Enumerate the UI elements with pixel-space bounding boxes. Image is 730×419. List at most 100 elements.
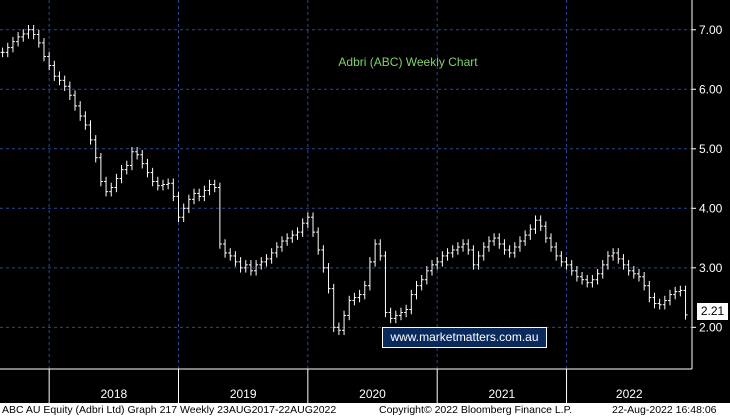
price-bar — [430, 260, 435, 276]
price-bar — [41, 38, 46, 62]
price-bar — [590, 274, 595, 288]
price-bar — [414, 280, 419, 300]
y-tick-label: 7.00 — [699, 23, 723, 37]
price-bar — [533, 215, 538, 234]
price-bar — [564, 257, 569, 270]
price-bar — [476, 251, 481, 270]
price-bar — [600, 260, 605, 279]
price-bar — [574, 266, 579, 282]
price-bar — [523, 230, 528, 246]
price-bar — [73, 90, 78, 111]
price-bar — [124, 160, 129, 175]
price-bar — [192, 188, 197, 205]
watermark-text: www.marketmatters.com.au — [390, 330, 539, 344]
price-bar — [647, 280, 652, 303]
price-bar — [290, 230, 295, 243]
price-bar — [176, 191, 181, 222]
price-bar — [171, 178, 176, 202]
price-bar — [186, 194, 191, 214]
price-bar — [181, 203, 186, 222]
price-bar — [140, 149, 145, 169]
price-bar — [419, 274, 424, 291]
price-bar — [642, 271, 647, 291]
price-bar — [461, 239, 466, 252]
y-tick-label: 5.00 — [699, 142, 723, 156]
price-bar — [212, 179, 217, 193]
price-bar — [393, 310, 398, 324]
price-bar — [336, 322, 341, 336]
price-bar — [362, 280, 367, 300]
price-bar — [621, 254, 626, 270]
price-bar — [517, 236, 522, 252]
price-bar — [57, 71, 62, 86]
price-bar — [543, 221, 548, 243]
price-bar — [445, 248, 450, 261]
price-bar — [481, 242, 486, 261]
price-bar — [450, 245, 455, 258]
price-bar — [217, 182, 222, 249]
price-bar — [135, 147, 140, 160]
price-bar — [254, 260, 259, 276]
price-bar — [238, 257, 243, 273]
y-tick-label: 4.00 — [699, 201, 723, 215]
price-bar — [228, 248, 233, 261]
price-bar — [88, 120, 93, 145]
price-bar — [512, 242, 517, 258]
price-bar — [342, 310, 347, 336]
price-bar — [223, 239, 228, 258]
x-tick-label: 2021 — [489, 387, 516, 401]
price-bar — [83, 111, 88, 130]
watermark-box: www.marketmatters.com.au — [382, 327, 547, 348]
price-bar — [36, 29, 41, 48]
price-bar — [549, 233, 554, 252]
price-bar — [569, 260, 574, 276]
price-bar — [367, 257, 372, 291]
price-bar — [383, 251, 388, 318]
price-bar — [662, 295, 667, 310]
footer-copyright: Copyright© 2022 Bloomberg Finance L.P. — [379, 404, 573, 416]
price-bar — [311, 212, 316, 237]
price-bar — [486, 236, 491, 252]
price-bar — [331, 283, 336, 333]
price-bar — [67, 81, 72, 100]
y-axis: 2.00 3.00 4.00 5.00 6.00 7.00 — [691, 0, 723, 369]
y-tick-label: 6.00 — [699, 82, 723, 96]
price-bar — [197, 188, 202, 202]
price-bar — [538, 215, 543, 231]
price-bar — [104, 176, 109, 197]
price-bar — [492, 233, 497, 246]
price-bar — [52, 60, 57, 81]
price-bar — [580, 271, 585, 285]
price-bar — [373, 239, 378, 267]
price-bar — [114, 173, 119, 193]
price-bar — [683, 285, 688, 320]
price-bar — [626, 260, 631, 276]
price-bar — [10, 36, 15, 53]
price-bar — [145, 158, 150, 178]
x-tick-label: 2019 — [230, 387, 257, 401]
price-bar — [507, 245, 512, 258]
price-bar — [636, 269, 641, 282]
price-bar — [259, 257, 264, 270]
price-bar — [497, 233, 502, 249]
price-bar — [657, 298, 662, 310]
price-bar — [0, 47, 5, 58]
price-bar — [631, 266, 636, 279]
price-bars — [0, 24, 688, 336]
y-tick-label: 3.00 — [699, 261, 723, 275]
price-bar — [316, 227, 321, 255]
price-bar — [150, 167, 155, 187]
price-bar — [424, 266, 429, 285]
price-bar — [652, 292, 657, 309]
y-tick-label: 2.00 — [699, 320, 723, 334]
price-bar — [595, 269, 600, 285]
price-bar — [305, 212, 310, 228]
price-bar — [435, 257, 440, 270]
price-bar — [285, 233, 290, 246]
footer-bar: ABC AU Equity (Adbri Ltd) Graph 217 Week… — [0, 403, 730, 419]
price-bar — [605, 251, 610, 270]
price-bar — [202, 185, 207, 202]
price-bar — [352, 292, 357, 306]
